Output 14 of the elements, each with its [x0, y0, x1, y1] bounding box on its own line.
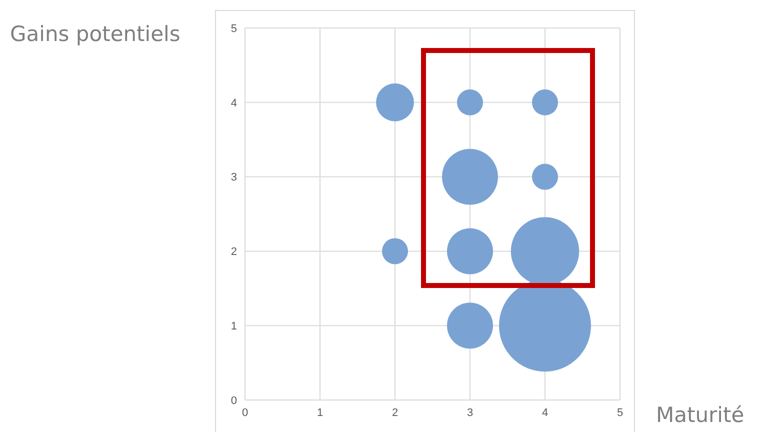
x-tick-label: 2: [392, 406, 398, 419]
x-tick-label: 0: [242, 406, 248, 419]
x-tick-label: 1: [316, 406, 324, 419]
y-tick-label: 3: [230, 172, 237, 184]
y-tick-label: 5: [230, 22, 237, 35]
y-tick-label: 0: [230, 394, 237, 407]
x-tick-label: 3: [466, 406, 474, 419]
x-tick-label: 4: [542, 406, 548, 419]
x-axis-title: Maturité: [656, 403, 744, 427]
y-axis-title: Gains potentiels: [10, 22, 180, 46]
y-tick-label: 1: [230, 320, 237, 333]
x-tick-label: 5: [616, 406, 624, 419]
y-tick-label: 2: [230, 246, 237, 258]
y-tick-label: 4: [230, 97, 237, 110]
